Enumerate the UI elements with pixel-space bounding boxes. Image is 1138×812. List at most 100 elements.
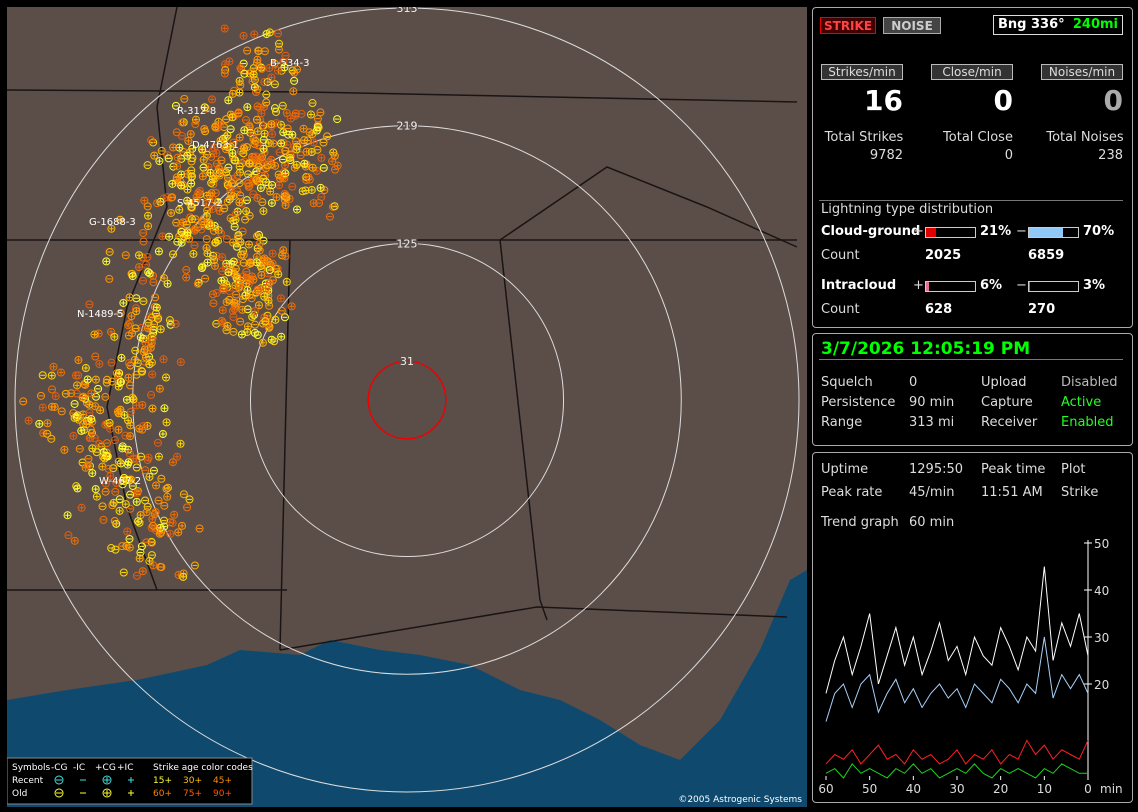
strike-symbol [281,169,290,178]
strike-symbol [243,273,252,282]
strike-symbol [145,325,151,331]
strike-symbol [239,307,245,313]
y-tick-label: 40 [1094,584,1109,598]
strike-symbol [262,98,271,107]
strike-symbol [94,384,103,393]
strike-symbol [156,197,165,206]
strike-symbol [70,536,79,545]
strike-symbol [259,135,268,144]
strike-button[interactable]: STRIKE [820,17,876,34]
strike-symbol [229,114,235,120]
strike-symbol [223,197,232,206]
strike-symbol [218,278,224,284]
strike-symbol [183,274,189,280]
strike-symbol [105,418,114,427]
strike-symbol [218,167,227,176]
strike-symbol [149,371,155,377]
strike-symbol [299,124,308,133]
strike-symbol [43,429,52,438]
strike-symbol [270,337,279,346]
strike-symbol [47,371,56,380]
legend-symbol-type: -IC [73,763,85,773]
strike-symbol [263,165,269,171]
strike-symbol [52,404,58,410]
total-value: 0 [1004,148,1013,163]
strike-symbol [161,405,167,411]
strike-symbol [230,269,239,278]
strike-symbol [260,340,266,346]
strike-symbol [330,151,339,160]
strike-symbol [148,404,157,413]
strike-symbol [162,418,171,427]
strike-symbol [175,155,181,161]
strike-symbol [210,261,219,270]
strike-symbol [222,235,231,244]
trend-line [825,739,1089,765]
strike-symbol [224,173,233,182]
strike-symbol [76,417,82,423]
strike-symbol [245,290,254,299]
strike-symbol [172,173,181,182]
strike-symbol [164,154,173,163]
strike-symbol [24,416,33,425]
strike-symbol [257,64,266,73]
strike-symbol [83,365,89,371]
strike-symbol [229,312,238,321]
strike-symbol [203,258,212,267]
strike-symbol [235,179,244,188]
strike-symbol [189,249,198,258]
strike-symbol [137,542,146,551]
strike-symbol [255,128,261,134]
strike-symbol [155,384,164,393]
strike-symbol [261,284,270,293]
strike-symbol [228,306,237,315]
count-value: 628 [925,302,953,317]
strike-symbol [262,90,271,99]
strike-symbol [58,370,64,376]
strike-symbol [330,202,339,211]
strike-symbol [110,517,119,526]
strike-symbol [70,399,79,408]
ring-label: 125 [397,237,418,250]
strike-symbol [184,136,193,145]
strike-symbol [96,331,102,337]
strike-symbol [244,170,253,179]
strike-symbol [177,181,186,190]
strike-symbol [286,114,295,123]
strike-symbol [229,192,238,201]
strike-symbol [111,500,117,506]
strike-symbol [275,39,284,48]
strike-symbol [50,402,59,411]
strike-symbol [243,327,252,336]
strike-symbol [89,470,95,476]
rate-value: 16 [864,84,903,117]
x-tick-label: 0 [1084,782,1092,796]
strike-symbol [234,280,243,289]
strike-symbol [175,143,184,152]
strike-symbol [184,186,190,192]
noise-button[interactable]: NOISE [883,17,941,34]
strike-symbol [236,199,242,205]
strike-symbol [147,313,156,322]
strike-symbol [120,300,126,306]
trend-panel [812,452,1133,803]
strike-symbol [159,516,168,525]
strike-symbol [152,481,161,490]
strike-symbol [249,190,258,199]
type-name: Intracloud [821,278,897,293]
strike-symbol [241,215,250,224]
strike-symbol [282,162,288,168]
strike-symbol [246,183,252,189]
strike-symbol [139,237,148,246]
legend-box [7,757,253,805]
strike-symbol [218,306,227,315]
strike-symbol [109,498,118,507]
strike-symbol [38,371,47,380]
strike-symbol [163,375,169,381]
strike-symbol [207,152,216,161]
strike-symbol [132,357,138,363]
strike-symbol [96,441,102,447]
strike-symbol [205,260,211,266]
strike-symbol [161,356,167,362]
